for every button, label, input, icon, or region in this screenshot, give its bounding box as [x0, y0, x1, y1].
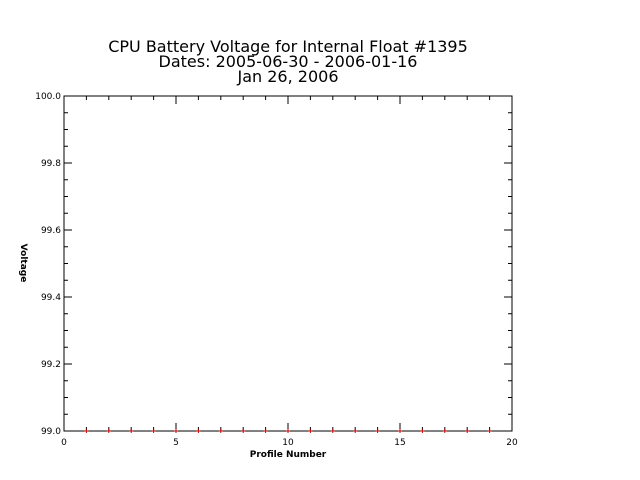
y-axis-ticks	[64, 95, 512, 432]
x-tick-label: 5	[173, 438, 179, 448]
data-markers	[84, 429, 492, 433]
data-point	[398, 429, 402, 433]
x-tick-label: 20	[506, 438, 518, 448]
x-tick-label: 10	[282, 438, 294, 448]
data-point	[308, 429, 313, 433]
y-axis-tick-labels: 99.0 99.2 99.4 99.6 99.8 100.0	[35, 92, 61, 437]
x-axis-tick-labels: 0 5 10 15 20	[61, 438, 518, 448]
data-point	[353, 429, 358, 433]
data-point	[241, 429, 246, 433]
data-point	[330, 429, 335, 433]
data-point	[174, 429, 178, 433]
data-point	[420, 429, 425, 433]
chart-title: CPU Battery Voltage for Internal Float #…	[108, 37, 468, 86]
data-point	[286, 429, 290, 433]
y-tick-label: 99.4	[41, 293, 61, 303]
title-line-3: Jan 26, 2006	[237, 67, 339, 86]
x-axis-ticks	[63, 96, 513, 431]
plot-area-frame	[63, 95, 513, 432]
y-tick-label: 100.0	[35, 92, 61, 102]
data-point	[218, 429, 223, 433]
x-tick-label: 15	[394, 438, 405, 448]
x-axis-label: Profile Number	[250, 450, 327, 460]
title-line-1: CPU Battery Voltage for Internal Float #…	[108, 37, 468, 56]
y-tick-label: 99.8	[41, 159, 61, 169]
data-point	[196, 429, 201, 433]
data-point	[465, 429, 470, 433]
data-point	[129, 429, 134, 433]
y-tick-label: 99.2	[41, 360, 61, 370]
data-point	[375, 429, 380, 433]
data-point	[487, 429, 492, 433]
x-tick-label: 0	[61, 438, 67, 448]
data-point	[151, 429, 156, 433]
data-point	[84, 429, 89, 433]
data-point	[442, 429, 447, 433]
title-line-2: Dates: 2005-06-30 - 2006-01-16	[159, 52, 418, 71]
y-axis-label: Voltage	[18, 244, 28, 283]
y-tick-label: 99.6	[41, 226, 61, 236]
data-point	[106, 429, 111, 433]
y-tick-label: 99.0	[41, 427, 61, 437]
data-point	[263, 429, 268, 433]
